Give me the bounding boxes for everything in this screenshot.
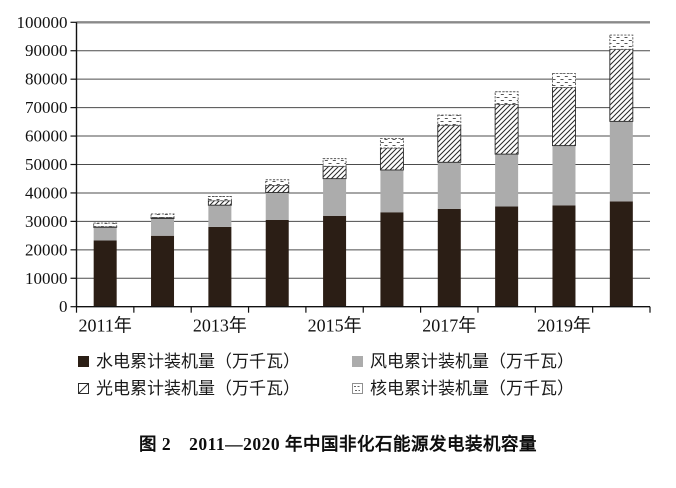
bar-segment-solar-2018年 (494, 103, 519, 155)
bar-segment-hydro-2019年 (552, 205, 576, 307)
bar-segment-solar-2017年 (437, 124, 462, 163)
figure-caption: 图 2 2011—2020 年中国非化石能源发电装机容量 (138, 434, 538, 454)
bar-segment-solar-2019年 (552, 86, 576, 147)
hydro-swatch-icon (78, 356, 89, 367)
wind-swatch-icon (352, 356, 363, 367)
bar-segment-nuclear-2020年 (609, 34, 634, 50)
bar-segment-nuclear-2012年 (150, 213, 175, 218)
legend-label-nuclear: 核电累计装机量（万千瓦） (370, 379, 574, 398)
y-axis-label: 70000 (25, 98, 68, 117)
x-axis-label: 2013年 (193, 316, 247, 336)
nuclear-swatch-icon (352, 383, 363, 394)
bar-segment-wind-2016年 (380, 169, 404, 213)
bar-segment-hydro-2012年 (151, 235, 175, 307)
bar-segment-wind-2018年 (495, 154, 519, 207)
bar-segment-hydro-2014年 (265, 219, 289, 307)
legend-label-hydro: 水电累计装机量（万千瓦） (96, 352, 300, 371)
bar-segment-wind-2013年 (208, 205, 232, 227)
y-axis-label: 10000 (25, 269, 68, 288)
bar-segment-hydro-2016年 (380, 212, 404, 307)
bar-segment-solar-2015年 (322, 165, 347, 180)
bar-segment-solar-2016年 (379, 147, 404, 171)
bar-segment-hydro-2017年 (437, 208, 461, 307)
bar-segment-solar-2013年 (207, 200, 232, 206)
y-axis-label: 30000 (25, 212, 68, 231)
bar-segment-wind-2015年 (323, 178, 347, 216)
bar-segment-nuclear-2015年 (322, 158, 347, 167)
bar-segment-hydro-2011年 (93, 240, 117, 307)
bar-segment-nuclear-2017年 (437, 114, 462, 126)
bar-segment-nuclear-2011年 (93, 222, 118, 228)
x-axis-label: 2015年 (308, 316, 362, 336)
plot-area: 0 10000 20000 30000 40000 50000 60000 70000 8000… (17, 13, 651, 336)
y-axis-label: 80000 (25, 70, 68, 89)
y-axis-label: 20000 (25, 240, 68, 259)
y-axis-label: 40000 (25, 183, 68, 202)
bar-segment-nuclear-2014年 (265, 179, 290, 186)
y-axis-label: 90000 (25, 41, 68, 60)
y-axis-label: 60000 (25, 127, 68, 146)
legend-item-nuclear: 核电累计装机量（万千瓦） (352, 379, 574, 398)
legend-item-wind: 风电累计装机量（万千瓦） (352, 352, 574, 371)
stacked-bar-chart: 0 10000 20000 30000 40000 50000 60000 70000 8000… (17, 13, 651, 336)
bar-segment-nuclear-2016年 (379, 137, 404, 149)
legend-label-wind: 风电累计装机量（万千瓦） (370, 352, 574, 371)
legend-item-solar: 光电累计装机量（万千瓦） (78, 379, 352, 398)
bar-segment-solar-2020年 (609, 48, 634, 122)
bar-segment-wind-2017年 (437, 162, 461, 209)
chart-legend: 水电累计装机量（万千瓦） 风电累计装机量（万千瓦） 光电累计装机量（万千瓦） 核… (78, 352, 574, 398)
bar-segment-nuclear-2018年 (494, 91, 519, 105)
y-axis-label: 0 (59, 297, 68, 316)
bar-segment-solar-2014年 (265, 185, 290, 193)
bar-segment-hydro-2018年 (495, 206, 519, 307)
legend-item-hydro: 水电累计装机量（万千瓦） (78, 352, 352, 371)
bar-segment-wind-2014年 (265, 192, 289, 220)
bar-segment-wind-2020年 (609, 121, 633, 202)
bar-segment-hydro-2015年 (323, 215, 347, 307)
bar-segment-nuclear-2019年 (552, 73, 576, 88)
bar-segment-hydro-2013年 (208, 226, 232, 307)
x-axis-label: 2011年 (79, 316, 132, 336)
bar-segment-nuclear-2013年 (207, 196, 232, 202)
x-axis-label: 2017年 (422, 316, 476, 336)
y-axis-label: 100000 (17, 13, 68, 32)
y-axis-label: 50000 (25, 155, 68, 174)
bar-segment-hydro-2020年 (609, 201, 633, 307)
x-axis-label: 2019年 (537, 316, 591, 336)
bar-segment-wind-2011年 (93, 227, 117, 241)
bar-segment-wind-2012年 (151, 218, 175, 236)
solar-swatch-icon (78, 383, 89, 394)
legend-label-solar: 光电累计装机量（万千瓦） (96, 379, 300, 398)
bar-segment-wind-2019年 (552, 145, 576, 206)
